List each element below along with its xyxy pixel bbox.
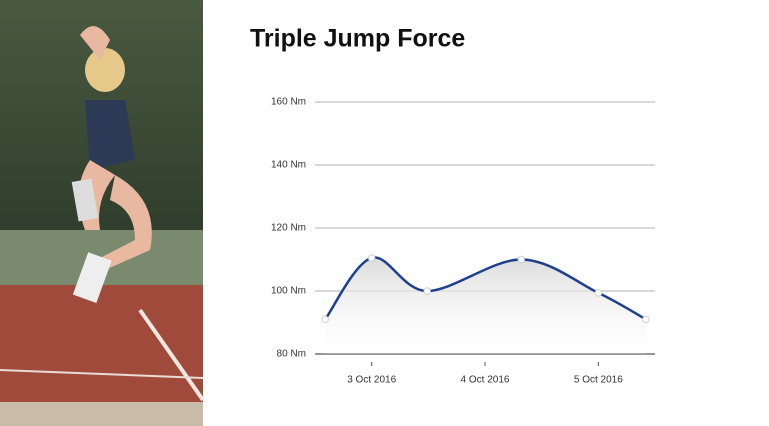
y-tick-label: 80 Nm bbox=[277, 349, 306, 360]
point bbox=[517, 255, 525, 264]
point bbox=[321, 315, 329, 324]
y-tick-label: 140 Nm bbox=[271, 160, 306, 171]
x-tick-label: 5 Oct 2016 bbox=[574, 375, 623, 386]
point bbox=[367, 254, 376, 262]
photo bbox=[0, 0, 205, 426]
point bbox=[423, 287, 431, 295]
area bbox=[325, 257, 646, 354]
chart-title: Triple Jump Force bbox=[250, 25, 465, 53]
y-tick-label: 120 Nm bbox=[271, 223, 306, 234]
point bbox=[642, 315, 650, 324]
x-tick-label: 3 Oct 2016 bbox=[347, 375, 396, 386]
y-tick-label: 100 Nm bbox=[271, 286, 306, 297]
point bbox=[594, 289, 603, 297]
x-tick-label: 4 Oct 2016 bbox=[461, 375, 510, 386]
y-tick-label: 160 Nm bbox=[271, 97, 306, 108]
chart: 80 Nm 100 Nm 120 Nm 140 Nm 160 Nm 3 Oct 2016 4… bbox=[271, 97, 655, 386]
